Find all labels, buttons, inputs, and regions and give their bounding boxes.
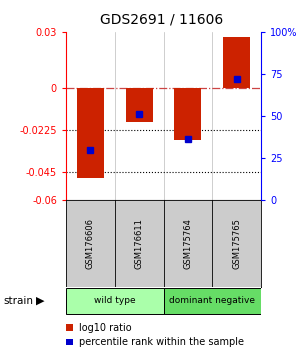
Bar	[164, 288, 261, 314]
Text: GSM175764: GSM175764	[183, 218, 192, 269]
Text: percentile rank within the sample: percentile rank within the sample	[79, 337, 244, 347]
Bar	[126, 88, 152, 121]
Text: GSM176611: GSM176611	[135, 218, 144, 269]
Text: GSM176606: GSM176606	[86, 218, 95, 269]
Text: GSM175765: GSM175765	[232, 218, 241, 269]
Text: GDS2691 / 11606: GDS2691 / 11606	[100, 12, 224, 27]
Bar	[175, 88, 201, 140]
Bar	[66, 288, 164, 314]
Bar	[223, 38, 250, 88]
Text: ▶: ▶	[36, 296, 45, 306]
Text: strain: strain	[3, 296, 33, 306]
Text: log10 ratio: log10 ratio	[79, 323, 131, 333]
Bar	[77, 88, 104, 178]
Text: dominant negative: dominant negative	[169, 296, 255, 305]
Text: wild type: wild type	[94, 296, 136, 305]
